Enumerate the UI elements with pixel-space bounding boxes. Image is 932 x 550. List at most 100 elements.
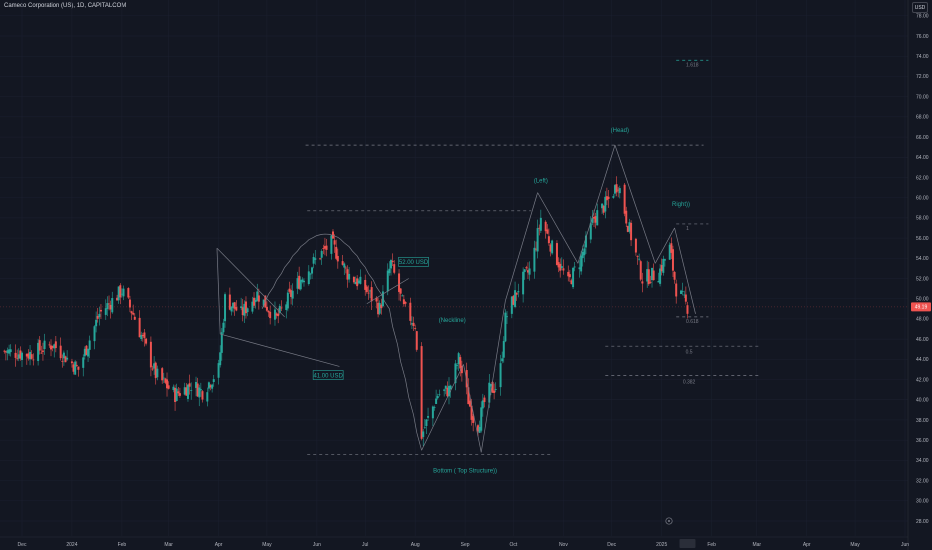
candle-body: [467, 387, 470, 405]
fib-label-0382: 0.382: [683, 380, 696, 386]
candle-body: [634, 238, 637, 253]
candle-body: [286, 292, 289, 309]
candle-body: [212, 379, 215, 383]
candle-body: [357, 280, 360, 284]
candle-body: [546, 229, 549, 234]
candle-body: [211, 384, 214, 389]
candle-body: [348, 273, 351, 280]
candle-body: [662, 258, 665, 273]
candle-body: [551, 240, 554, 254]
candle-body: [499, 363, 502, 388]
candle-body: [494, 389, 497, 390]
neckline-label: (Neckline): [439, 318, 466, 324]
candle-body: [3, 350, 6, 352]
candle-body: [51, 345, 54, 348]
candle-body: [559, 263, 562, 271]
candle-body: [207, 382, 210, 389]
candle-body: [265, 306, 268, 311]
candle-body: [628, 222, 631, 232]
candle-body: [267, 310, 270, 313]
candle-body: [167, 385, 170, 389]
candle-body: [686, 305, 689, 314]
candle-body: [262, 299, 265, 306]
candle-body: [341, 261, 344, 265]
candle-body: [132, 312, 135, 315]
x-tick-label: 2024: [66, 542, 77, 548]
x-tick-label: Mar: [752, 542, 761, 548]
right-shoulder-label: Right)): [672, 202, 690, 208]
candle-body: [468, 400, 471, 407]
candle-body: [663, 259, 666, 261]
x-tick-label: Jun: [313, 542, 321, 548]
candle-body: [612, 196, 615, 198]
x-tick-label: Feb: [118, 542, 127, 548]
y-tick-label: 76.00: [916, 34, 929, 40]
candle-body: [449, 385, 452, 390]
candle-body: [402, 299, 405, 305]
time-axis: Dec 2024 Feb Mar Apr May Jun Jul Aug Sep Oct Nov Dec…: [0, 536, 909, 548]
x-tick-label: Dec: [607, 542, 616, 548]
candle-body: [188, 383, 191, 387]
wedge-lower-line: [220, 333, 340, 367]
candle-body: [447, 385, 450, 397]
event-marker-icon[interactable]: [665, 517, 673, 525]
candle-body: [601, 203, 604, 209]
candle-body: [87, 348, 90, 357]
candle-body: [111, 298, 114, 313]
candle-body: [8, 349, 11, 354]
candle-body: [636, 255, 639, 257]
candle-body: [544, 221, 547, 232]
candle-body: [617, 189, 620, 191]
candle-body: [409, 302, 412, 321]
candle-body: [322, 248, 325, 249]
candle-body: [572, 267, 575, 288]
candle-body: [618, 188, 621, 194]
candle-body: [154, 362, 157, 379]
price-label-52: 52.00 USD: [398, 257, 429, 267]
left-shoulder-label: (Left): [534, 179, 548, 185]
candle-body: [570, 280, 573, 285]
candle-body: [673, 271, 676, 280]
y-tick-label: 58.00: [916, 216, 929, 222]
candle-body: [29, 351, 32, 360]
x-tick-label: May: [850, 542, 860, 548]
candle-body: [412, 322, 415, 326]
candle-body: [370, 287, 373, 302]
y-tick-label: 30.00: [916, 499, 929, 505]
candle-body: [224, 294, 227, 322]
candle-body: [404, 302, 407, 304]
candle-body: [681, 291, 684, 292]
candle-body: [504, 312, 507, 342]
candle-body: [108, 303, 111, 305]
event-marker-dot: [668, 520, 670, 522]
x-tick-label: May: [262, 542, 272, 548]
candle-body: [457, 353, 460, 365]
candle-body: [651, 267, 654, 280]
candle-body: [454, 363, 457, 384]
candle-body: [117, 286, 120, 301]
candle-body: [375, 297, 378, 302]
x-tick-label: Aug: [411, 542, 420, 548]
candle-body: [254, 299, 257, 303]
currency-button[interactable]: USD: [912, 2, 928, 13]
candle-body: [74, 361, 77, 375]
candle-body: [130, 311, 133, 314]
candle-body: [354, 281, 357, 285]
candle-body: [220, 332, 223, 353]
candle-body: [54, 341, 57, 349]
candle-body: [389, 260, 392, 269]
candle-body: [639, 261, 642, 280]
candle-body: [533, 247, 536, 272]
candle-body: [16, 358, 19, 360]
candle-body: [638, 258, 641, 260]
y-tick-label: 42.00: [916, 377, 929, 383]
candle-body: [344, 267, 347, 269]
time-cursor-badge: [679, 539, 696, 548]
candle-body: [646, 269, 649, 282]
candle-body: [307, 271, 310, 285]
candle-body: [446, 387, 449, 397]
candle-body: [562, 268, 565, 271]
candle-body: [491, 381, 494, 393]
right-shoulder-fall: [674, 227, 696, 314]
